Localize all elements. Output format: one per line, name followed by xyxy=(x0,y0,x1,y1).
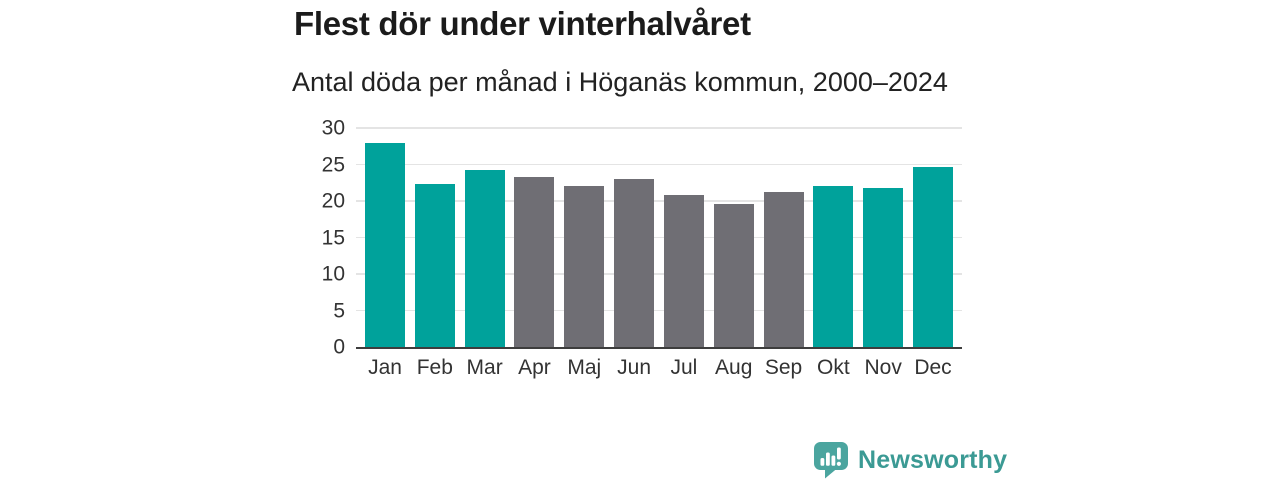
bar-mar xyxy=(464,169,505,347)
bar-maj xyxy=(564,185,605,347)
x-tick-label-aug: Aug xyxy=(715,356,753,379)
x-tick-label-feb: Feb xyxy=(416,356,453,379)
bar-nov xyxy=(863,187,904,347)
gridline-25 xyxy=(356,163,962,166)
x-tick-label-maj: Maj xyxy=(567,356,602,379)
x-tick-label-apr: Apr xyxy=(518,356,551,379)
bar-feb xyxy=(414,184,455,347)
x-axis-tick-labels: Jan Feb Mar Apr Maj Jun Jul Aug Sep Okt Nov Dec xyxy=(356,356,962,386)
gridline-30 xyxy=(356,127,962,129)
bar-apr xyxy=(514,176,555,347)
x-tick-label-dec: Dec xyxy=(914,356,952,379)
newsworthy-logo-text: Newsworthy xyxy=(858,445,1008,474)
bar-sep xyxy=(763,191,804,347)
y-tick-label-30: 30 xyxy=(321,116,345,140)
x-tick-label-nov: Nov xyxy=(864,356,902,379)
y-tick-label-20: 20 xyxy=(321,189,345,213)
y-tick-label-25: 25 xyxy=(321,153,345,176)
y-tick-label-0: 0 xyxy=(333,335,345,359)
y-tick-label-10: 10 xyxy=(321,262,345,286)
logo-mini-bars xyxy=(820,447,841,466)
bar-jan xyxy=(365,143,405,347)
gridline-15 xyxy=(356,236,962,239)
gridline-10 xyxy=(356,273,962,275)
bar-okt xyxy=(813,186,854,347)
y-tick-label-15: 15 xyxy=(321,226,345,249)
chart-subtitle: Antal döda per månad i Höganäs kommun, 2… xyxy=(292,67,948,97)
gridline-5 xyxy=(356,309,962,312)
y-tick-label-5: 5 xyxy=(333,299,345,322)
bar-dec xyxy=(913,167,953,347)
bar-jul xyxy=(663,195,704,347)
y-axis-tick-labels: 0 5 10 15 20 25 30 xyxy=(0,118,345,358)
bar-aug xyxy=(713,203,754,347)
x-tick-label-okt: Okt xyxy=(817,356,850,379)
x-tick-label-sep: Sep xyxy=(764,356,803,379)
x-tick-label-jan: Jan xyxy=(368,356,402,379)
gridline-20 xyxy=(356,200,962,202)
x-tick-label-jul: Jul xyxy=(670,356,698,379)
bar-jun xyxy=(614,179,655,347)
plot-area xyxy=(356,127,962,349)
newsworthy-bubble-barchart-icon xyxy=(814,442,848,479)
x-tick-label-mar: Mar xyxy=(466,356,503,379)
chart-title: Flest dör under vinterhalvåret xyxy=(294,5,751,42)
x-tick-label-jun: Jun xyxy=(617,356,652,379)
newsworthy-logo: Newsworthy xyxy=(812,441,1007,479)
logo-bubble-shape xyxy=(814,442,848,479)
